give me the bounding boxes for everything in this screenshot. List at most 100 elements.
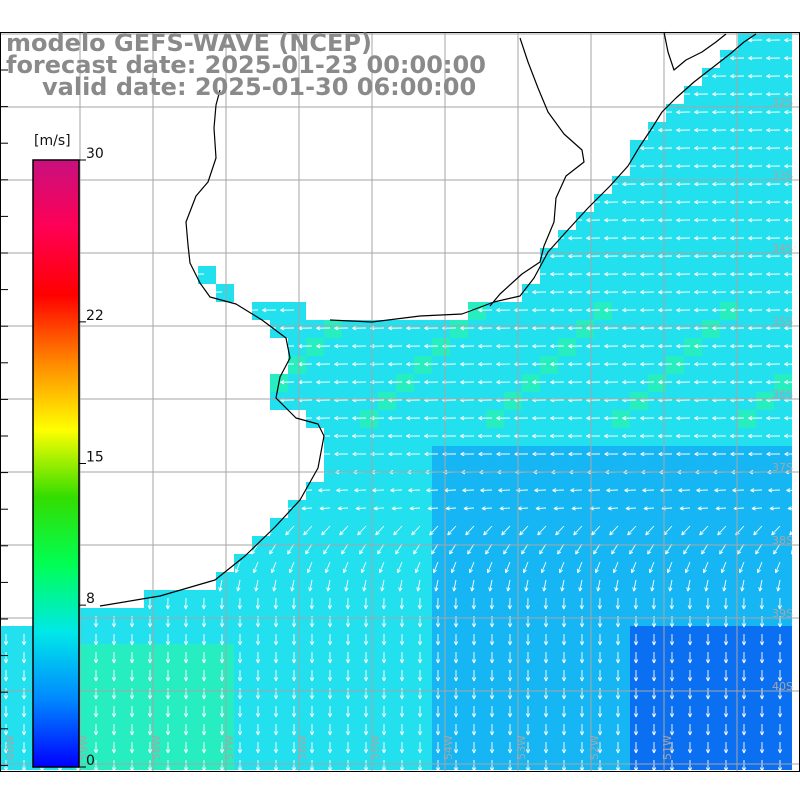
wind-arrow xyxy=(633,579,637,592)
wind-cell xyxy=(486,554,504,572)
wind-cell xyxy=(360,608,378,626)
wind-arrow-head xyxy=(748,435,753,439)
latitude-label: 32S xyxy=(772,96,793,109)
wind-arrow xyxy=(483,525,493,536)
wind-arrow-head xyxy=(712,236,717,239)
wind-cell xyxy=(270,644,288,662)
wind-cell xyxy=(270,752,288,770)
wind-cell xyxy=(180,662,198,680)
wind-arrow-head xyxy=(255,749,259,754)
wind-arrow-head xyxy=(766,451,771,455)
wind-arrow-head xyxy=(617,623,621,628)
wind-cell xyxy=(738,608,756,626)
wind-arrow-head xyxy=(437,659,441,664)
wind-cell xyxy=(90,752,108,770)
wind-arrow-head xyxy=(509,731,513,736)
wind-arrow-head xyxy=(694,147,699,151)
wind-arrow-head xyxy=(311,695,315,700)
wind-cell xyxy=(684,86,702,104)
wind-arrow-head xyxy=(676,291,681,295)
wind-arrow-head xyxy=(185,605,188,610)
wind-cell xyxy=(522,374,540,392)
wind-arrow-head xyxy=(723,767,727,772)
wind-cell xyxy=(396,482,414,500)
wind-arrow-head xyxy=(568,416,573,419)
wind-arrow-head xyxy=(363,767,367,772)
wind-arrow-head xyxy=(399,641,403,646)
wind-arrow-head xyxy=(514,417,519,421)
wind-arrow-head xyxy=(255,713,259,718)
wind-arrow-head xyxy=(557,551,562,555)
wind-cell xyxy=(396,518,414,536)
wind-cell xyxy=(378,338,396,356)
wind-arrow-head xyxy=(363,749,367,754)
wind-arrow-head xyxy=(514,309,519,313)
wind-cell xyxy=(684,320,702,338)
wind-arrow-head xyxy=(561,623,565,628)
wind-arrow-head xyxy=(748,147,753,151)
wind-arrow-head xyxy=(334,381,339,385)
wind-cell xyxy=(576,266,594,284)
wind-cell xyxy=(486,356,504,374)
wind-cell xyxy=(720,212,738,230)
wind-arrow-head xyxy=(365,731,369,736)
wind-cell xyxy=(684,230,702,248)
wind-arrow-head xyxy=(496,380,501,383)
wind-arrow-head xyxy=(337,508,342,511)
wind-arrow-head xyxy=(694,164,699,167)
wind-arrow-head xyxy=(597,641,601,646)
wind-arrow-head xyxy=(280,399,285,403)
wind-cell xyxy=(756,644,774,662)
wind-arrow-head xyxy=(723,731,727,736)
wind-arrow-head xyxy=(650,587,653,592)
wind-arrow xyxy=(721,561,727,573)
wind-cell xyxy=(162,626,180,644)
wind-arrow-head xyxy=(460,344,465,347)
wind-arrow-head xyxy=(730,236,735,239)
wind-cell xyxy=(630,374,648,392)
wind-arrow-head xyxy=(622,326,627,329)
wind-arrow-head xyxy=(766,165,771,169)
wind-arrow-head xyxy=(604,200,609,203)
wind-arrow-head xyxy=(686,587,689,592)
wind-cell xyxy=(486,500,504,518)
wind-cell xyxy=(612,698,630,716)
wind-arrow-head xyxy=(165,695,169,700)
wind-arrow-head xyxy=(694,182,699,185)
wind-arrow xyxy=(417,579,421,592)
wind-arrow-head xyxy=(478,326,483,329)
wind-arrow-head xyxy=(473,749,477,754)
wind-arrow-head xyxy=(545,659,549,664)
wind-arrow-head xyxy=(401,767,405,772)
wind-arrow-head xyxy=(586,255,591,259)
wind-arrow-head xyxy=(640,344,645,347)
wind-cell xyxy=(522,698,540,716)
wind-cell xyxy=(540,518,558,536)
wind-arrow-head xyxy=(269,551,274,555)
wind-arrow-head xyxy=(697,508,702,511)
wind-arrow-head xyxy=(604,435,609,439)
wind-arrow-head xyxy=(784,164,789,167)
wind-arrow-head xyxy=(481,506,486,509)
wind-arrow-head xyxy=(748,129,753,133)
wind-arrow-head xyxy=(640,399,645,403)
wind-arrow-head xyxy=(399,623,403,628)
wind-arrow-head xyxy=(779,695,783,700)
wind-arrow-head xyxy=(514,380,519,383)
wind-arrow-head xyxy=(694,399,699,403)
wind-cell xyxy=(774,320,792,338)
wind-cell xyxy=(684,212,702,230)
wind-arrow-head xyxy=(676,129,681,133)
wind-arrow-head xyxy=(383,695,387,700)
wind-arrow-head xyxy=(665,551,670,555)
wind-arrow-head xyxy=(671,641,675,646)
wind-cell xyxy=(18,644,36,662)
wind-arrow-head xyxy=(251,551,256,555)
wind-arrow-head xyxy=(460,451,465,455)
wind-arrow-head xyxy=(291,713,295,718)
wind-cell xyxy=(90,716,108,734)
wind-arrow-head xyxy=(725,641,729,646)
wind-cell xyxy=(702,752,720,770)
wind-cell xyxy=(684,716,702,734)
wind-cell xyxy=(342,734,360,752)
